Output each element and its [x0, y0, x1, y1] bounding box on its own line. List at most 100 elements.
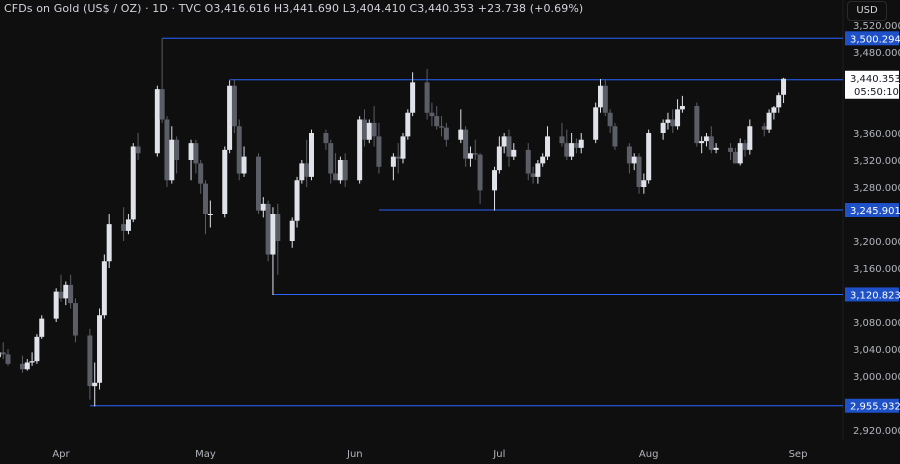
y-tick-label: 2,920.000 — [853, 426, 900, 437]
candle-body — [602, 85, 608, 113]
open-value: 3,416.616 — [213, 2, 271, 15]
candle-body — [0, 352, 6, 355]
candle-body — [308, 133, 314, 177]
current-price-label: 3,440.353 — [850, 74, 900, 85]
candle-body — [87, 335, 93, 387]
candle-body — [641, 180, 647, 187]
candle-body — [598, 85, 604, 108]
candle-body — [164, 119, 170, 181]
candle-body — [781, 78, 787, 95]
y-tick-label: 3,040.000 — [853, 345, 900, 356]
candle-body — [728, 147, 734, 152]
candle-body — [68, 284, 74, 304]
level-label-bg — [845, 287, 899, 302]
y-tick-label: 3,480.000 — [853, 48, 900, 59]
x-tick-label: Sep — [789, 449, 808, 460]
y-tick-label: 3,000.000 — [853, 372, 900, 383]
candle-body — [708, 136, 714, 150]
current-price-label-bg — [845, 70, 899, 99]
candle-body — [395, 156, 401, 159]
candle-body — [207, 214, 213, 215]
candle-body — [434, 116, 440, 127]
candle-body — [366, 122, 372, 140]
level-label-bg — [845, 31, 899, 46]
candle-body — [506, 136, 512, 157]
candle-body — [607, 112, 613, 127]
candle-body — [540, 156, 546, 164]
y-tick-label: 3,080.000 — [853, 318, 900, 329]
candle-body — [227, 85, 233, 150]
candle-body — [270, 214, 276, 255]
candle-body — [0, 352, 1, 358]
candle-body — [766, 112, 772, 130]
candle-body — [342, 160, 348, 181]
x-tick-label: May — [195, 449, 216, 460]
candle-body — [203, 183, 209, 214]
candle-body — [328, 143, 334, 174]
candle-body — [39, 318, 45, 337]
candle-body — [492, 170, 498, 191]
candle-body — [169, 139, 175, 181]
candle-body — [174, 139, 180, 160]
candle-body — [125, 219, 131, 231]
y-tick-label: 3,520.000 — [853, 21, 900, 32]
candle-body — [679, 106, 685, 110]
candle-body — [732, 151, 738, 164]
candle-body — [776, 95, 782, 108]
candle-body — [92, 382, 98, 387]
candle-body — [34, 336, 40, 362]
candle-body — [660, 122, 666, 133]
close-value: 3,440.353 — [417, 2, 475, 15]
candle-body — [361, 119, 367, 140]
currency-button[interactable]: USD — [847, 1, 887, 21]
symbol-title: CFDs on Gold (US$ / OZ) · 1D · TVC — [4, 2, 201, 15]
candle-body — [294, 180, 300, 221]
candle-body — [323, 133, 329, 144]
candle-body — [231, 85, 237, 127]
candle-body — [742, 143, 748, 150]
candle-body — [333, 173, 339, 181]
candle-body — [29, 361, 35, 363]
candle-body — [496, 146, 502, 171]
candle-body — [188, 143, 194, 160]
candle-body — [665, 119, 671, 123]
candle-body — [472, 153, 478, 155]
candle-body — [24, 362, 30, 370]
countdown-label: 05:50:10 — [854, 87, 899, 98]
candle-body — [458, 129, 464, 140]
level-label: 3,245.901 — [850, 206, 900, 217]
high-label: H — [273, 2, 283, 15]
x-tick-label: Jun — [346, 449, 363, 460]
candle-body — [424, 82, 430, 113]
low-value: 3,404.410 — [348, 2, 406, 15]
change-value: +23.738 (+0.69%) — [477, 2, 584, 15]
candle-body — [646, 133, 652, 181]
candle-body — [255, 156, 261, 211]
candle-body — [337, 160, 343, 181]
candle-body — [289, 220, 295, 241]
candle-body — [501, 136, 507, 147]
candle-body — [530, 173, 536, 177]
candle-body — [400, 136, 406, 159]
candle-body — [371, 122, 377, 137]
candle-body — [357, 119, 363, 181]
candle-body — [670, 119, 676, 127]
candle-body — [713, 147, 719, 150]
candle-body — [699, 141, 705, 144]
x-tick-label: Aug — [639, 449, 659, 460]
candle-body — [19, 363, 25, 370]
candle-body — [569, 143, 575, 157]
candle-body — [477, 154, 483, 191]
candle-body — [410, 82, 416, 113]
candle-body — [265, 203, 271, 255]
level-label-bg — [845, 203, 899, 218]
candle-body — [564, 143, 570, 157]
candle-body — [121, 224, 127, 231]
candle-body — [5, 354, 11, 364]
candle-body — [467, 153, 473, 159]
level-label: 3,500.294 — [850, 34, 900, 45]
low-label: L — [342, 2, 349, 15]
candle-body — [390, 156, 396, 167]
y-tick-label: 3,320.000 — [853, 156, 900, 167]
